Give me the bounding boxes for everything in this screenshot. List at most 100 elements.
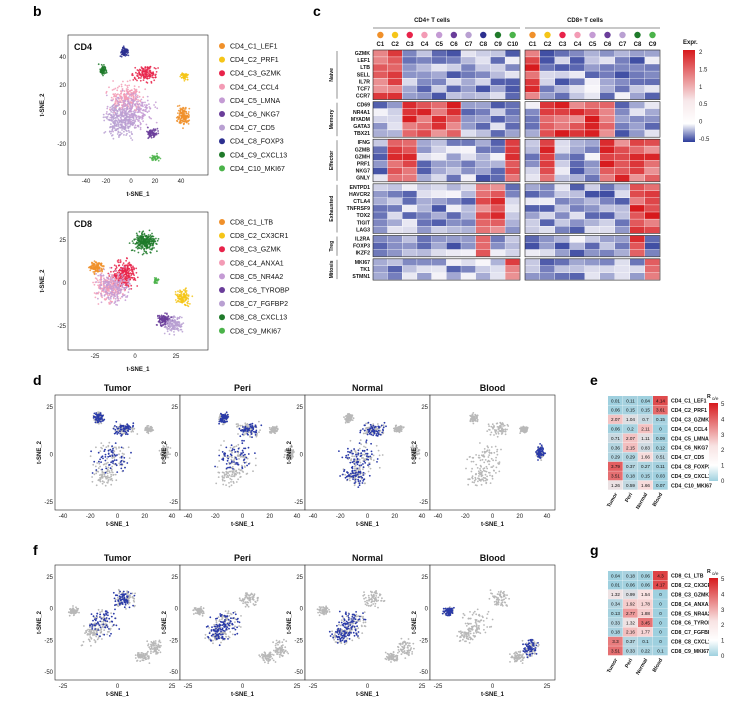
tsne-point: [124, 278, 127, 281]
heatmap-cell: [475, 242, 491, 250]
d-xtick-label: -40: [59, 514, 68, 520]
tsne-point: [184, 110, 187, 113]
heatmap-cell: [417, 78, 432, 86]
tsne-point: [137, 125, 140, 128]
tsne-point: [125, 272, 127, 275]
tsne-point: [179, 107, 182, 110]
tsne-point-highlight: [226, 413, 229, 416]
tsne-point: [183, 112, 186, 115]
tsne-point: [130, 268, 133, 271]
tsne-point: [156, 155, 159, 158]
tsne-point: [95, 281, 98, 283]
tsne-point-highlight: [255, 429, 258, 432]
heatmap-cell: [402, 167, 417, 175]
tsne-point: [102, 274, 105, 277]
heatmap-cell: [570, 174, 585, 182]
tsne-point-highlight: [97, 418, 99, 421]
tsne-point: [109, 125, 112, 128]
tsne-point: [108, 86, 110, 89]
tsne-point: [187, 300, 190, 303]
tsne-point-background: [216, 466, 219, 468]
tsne-point: [96, 279, 99, 282]
tsne-point: [103, 119, 106, 122]
tsne-point-background: [232, 482, 235, 484]
cd8-tsne-frame: [67, 211, 209, 351]
tsne-point: [141, 253, 144, 256]
heatmap-cell: [490, 242, 505, 250]
heatmap-cell: [645, 226, 660, 234]
tsne-point-background: [230, 458, 233, 461]
cd4-legend-swatch: [219, 124, 225, 131]
tsne-point-background: [230, 484, 233, 487]
tsne-point-highlight: [221, 419, 224, 422]
tsne-point-background: [354, 467, 356, 470]
tsne-point: [100, 301, 103, 304]
gene-label: GZMK: [355, 51, 371, 57]
heatmap-cell: [417, 205, 432, 212]
cd8-legend-swatch: [219, 246, 225, 253]
tsne-point-highlight: [98, 420, 101, 422]
tsne-point: [140, 247, 143, 250]
tsne-point: [180, 294, 183, 297]
tsne-point: [127, 270, 130, 273]
tsne-point: [119, 133, 122, 136]
heatmap-cell: [461, 101, 476, 109]
tsne-point-background: [230, 481, 232, 483]
heatmap-cell: [446, 139, 461, 146]
tsne-point: [120, 83, 123, 86]
heatmap-cell: [373, 160, 388, 168]
cd8-cluster-label: C5: [589, 42, 597, 48]
tsne-point-highlight: [255, 431, 258, 434]
heatmap-cell: [630, 123, 645, 130]
heatmap-cell: [555, 219, 570, 226]
heatmap-cell: [475, 123, 491, 130]
tsne-point-background: [228, 474, 231, 477]
tsne-point-highlight: [127, 429, 129, 432]
heatmap-cell: [585, 71, 600, 78]
marker-heatmap: CD4+ T cells CD8+ T cells C1 C2 C3 C4 C5 C6 C7…: [329, 18, 710, 281]
heatmap-cell: [402, 273, 417, 280]
tsne-point: [164, 320, 167, 323]
tsne-point-background: [349, 479, 351, 482]
heatmap-cell: [402, 258, 417, 266]
tsne-point-highlight: [119, 461, 122, 463]
tsne-point: [124, 121, 127, 124]
tsne-point: [132, 110, 135, 113]
tsne-point-background: [150, 427, 152, 429]
tsne-point: [89, 269, 92, 272]
tsne-point: [120, 126, 122, 129]
expr-colorbar: [683, 50, 695, 142]
tsne-point: [179, 315, 181, 318]
heatmap-cell: [615, 226, 630, 234]
tsne-point: [134, 94, 137, 97]
tsne-point: [169, 318, 172, 320]
gene-label: IL7R: [359, 79, 370, 85]
tsne-point: [123, 51, 126, 54]
tsne-point: [148, 77, 151, 79]
heatmap-cell: [373, 258, 388, 266]
gene-label: TOX2: [357, 213, 371, 219]
tsne-point: [121, 97, 124, 99]
tsne-point-background: [220, 444, 222, 447]
tsne-point: [126, 275, 128, 277]
heatmap-cell: [525, 64, 540, 71]
tsne-point: [180, 325, 183, 328]
heatmap-cell: [475, 115, 491, 123]
heatmap-cell: [540, 78, 555, 86]
tsne-point-background: [243, 465, 246, 468]
cd8-legend-label: CD8_C2_CX3CR1: [230, 233, 288, 240]
heatmap-cell: [417, 85, 432, 93]
heatmap-cell: [446, 160, 461, 168]
tsne-point-background: [234, 473, 237, 475]
heatmap-cell: [387, 265, 402, 273]
heatmap-cell: [615, 101, 630, 109]
tsne-point: [133, 85, 136, 87]
tsne-point: [101, 264, 103, 267]
heatmap-cell: [490, 92, 505, 100]
tsne-point: [103, 278, 106, 281]
tsne-point-background: [115, 479, 118, 482]
heatmap-cell: [373, 212, 388, 219]
tsne-point-background: [232, 446, 235, 449]
tsne-point: [187, 294, 190, 296]
